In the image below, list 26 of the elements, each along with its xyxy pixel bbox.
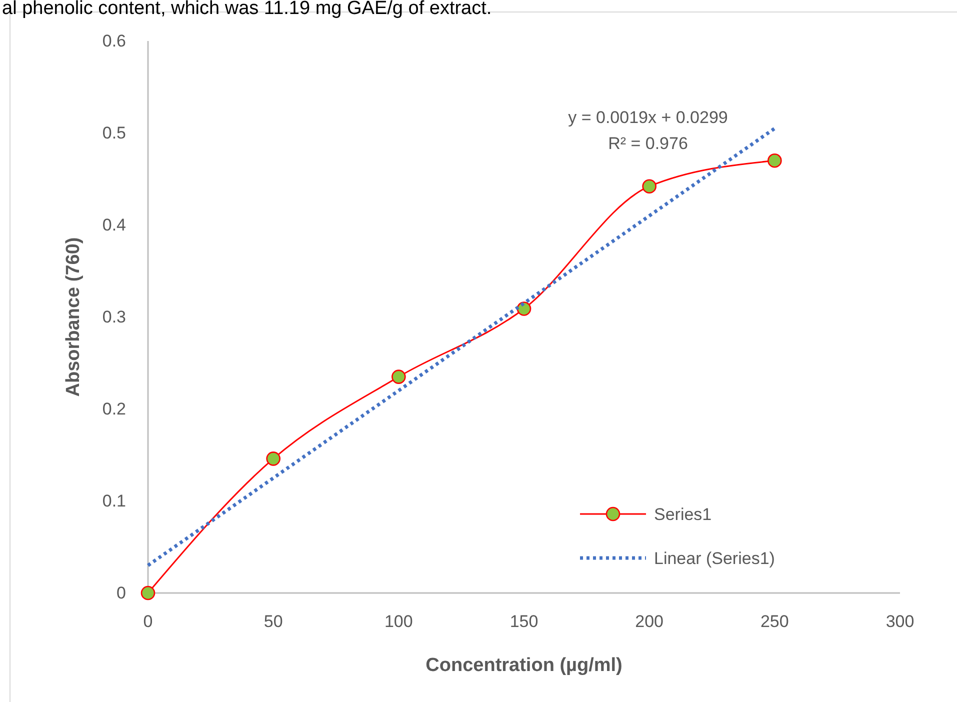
y-axis-title: Absorbance (760) (63, 237, 84, 397)
point (392, 370, 406, 384)
x-tick-label: 50 (264, 612, 283, 632)
x-tick-label: 0 (143, 612, 153, 632)
text: al phenolic content, which was 11.19 mg GAE/g of extract. (2, 0, 492, 19)
y-tick-label: 0.2 (102, 399, 126, 418)
y-tick-label: 0.4 (102, 215, 126, 234)
y-tick-label: 0 (116, 583, 126, 602)
point (768, 153, 782, 168)
y-tick-label: 0.5 (102, 123, 126, 142)
x-axis-title: Concentration (µg/ml) (426, 655, 622, 676)
point (642, 179, 656, 194)
y-tick-label: 0.1 (102, 491, 126, 510)
x-tick-label: 200 (635, 612, 664, 632)
x-tick-label: 100 (384, 612, 413, 632)
point (140, 586, 156, 600)
x-tick-label: 150 (510, 612, 538, 632)
annotation: y = 0.0019x + 0.0299 (568, 108, 728, 127)
legend-label: Linear (Series1) (654, 549, 775, 568)
annotation: R² = 0.976 (608, 134, 688, 153)
x-tick-label: 300 (886, 612, 914, 632)
x-tick-label: 250 (760, 612, 789, 632)
y-tick-label: 0.6 (102, 31, 126, 50)
y-tick-label: 0.3 (102, 307, 126, 326)
point (266, 452, 280, 466)
legend-label: Series1 (654, 505, 712, 524)
